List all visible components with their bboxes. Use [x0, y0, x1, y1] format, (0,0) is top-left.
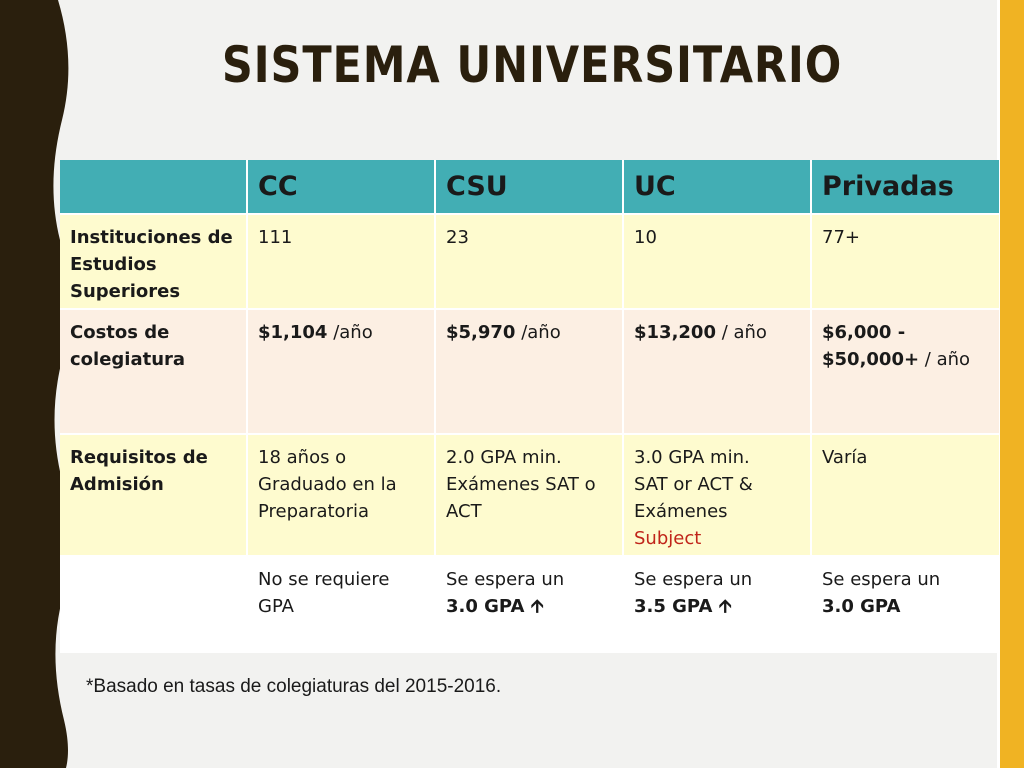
cell-cost: $5,970 /año — [435, 309, 624, 435]
cell-requirement: 3.0 GPA min. SAT or ACT & Exámenes Subject — [623, 434, 812, 557]
right-accent-band — [1000, 0, 1024, 768]
slide-title: SISTEMA UNIVERSITARIO — [221, 36, 843, 94]
cell-value: 77+ — [811, 214, 999, 310]
cell-cost: $1,104 /año — [247, 309, 436, 435]
cell-requirement: Varía — [811, 434, 999, 557]
up-arrow-icon: 🡩 — [718, 596, 732, 617]
requirement-line: 2.0 GPA min. — [446, 447, 562, 468]
header-uc: UC — [623, 160, 812, 215]
cell-gpa-expectation: No se requiere GPA — [247, 556, 436, 653]
requirement-text: Exámenes — [634, 501, 728, 522]
cell-gpa-expectation: Se espera un 3.5 GPA 🡩 — [623, 556, 812, 653]
cell-cost: $13,200 / año — [623, 309, 812, 435]
cost-amount: $5,970 — [446, 322, 516, 343]
gpa-value: 3.0 GPA — [822, 596, 901, 617]
cost-amount: $13,200 — [634, 322, 716, 343]
gpa-line: No se requiere GPA — [258, 569, 390, 617]
row-label-instituciones: Instituciones de Estudios Superiores — [60, 214, 248, 310]
header-cc: CC — [247, 160, 436, 215]
cell-cost: $6,000 - $50,000+ / año — [811, 309, 999, 435]
cost-unit: /año — [327, 322, 373, 343]
row-label-requisitos: Requisitos de Admisión — [60, 434, 248, 557]
table-row: Instituciones de Estudios Superiores 111… — [60, 214, 999, 310]
header-privadas: Privadas — [811, 160, 999, 215]
header-csu: CSU — [435, 160, 624, 215]
table-header-row: CC CSU UC Privadas — [60, 160, 999, 215]
requirement-line: Varía — [822, 447, 868, 468]
gpa-line: Se espera un — [822, 569, 941, 590]
up-arrow-icon: 🡩 — [530, 596, 544, 617]
gpa-line: Se espera un — [446, 569, 565, 590]
cost-amount: $1,104 — [258, 322, 328, 343]
footnote: *Basado en tasas de colegiaturas del 201… — [86, 676, 502, 697]
gpa-value-line: 3.0 GPA — [822, 593, 989, 620]
left-decorative-band — [0, 0, 71, 768]
table-row: Requisitos de Admisión 18 años o Graduad… — [60, 434, 999, 557]
requirement-line: Exámenes Subject — [634, 498, 800, 552]
requirement-line: Exámenes SAT o ACT — [446, 474, 596, 522]
gpa-line: Se espera un — [634, 569, 753, 590]
table-row: Costos de colegiatura $1,104 /año $5,970… — [60, 309, 999, 435]
cost-unit: / año — [919, 349, 971, 370]
subject-highlight: Subject — [634, 528, 702, 549]
gpa-value-line: 3.0 GPA 🡩 — [446, 593, 612, 620]
gpa-value-line: 3.5 GPA 🡩 — [634, 593, 800, 620]
table-row: No se requiere GPA Se espera un 3.0 GPA 🡩… — [60, 556, 999, 653]
requirement-line: 3.0 GPA min. — [634, 447, 750, 468]
row-label-costos: Costos de colegiatura — [60, 309, 248, 435]
row-label-empty — [60, 556, 248, 653]
cost-amount: $6,000 - $50,000+ — [822, 322, 920, 370]
requirement-line: SAT or ACT & — [634, 474, 753, 495]
gpa-value: 3.0 GPA — [446, 596, 525, 617]
cell-requirement: 2.0 GPA min. Exámenes SAT o ACT — [435, 434, 624, 557]
comparison-table: CC CSU UC Privadas Instituciones de Estu… — [60, 160, 999, 653]
cost-unit: / año — [715, 322, 767, 343]
cell-gpa-expectation: Se espera un 3.0 GPA 🡩 — [435, 556, 624, 653]
cost-unit: /año — [515, 322, 561, 343]
cell-value: 111 — [247, 214, 436, 310]
cell-value: 10 — [623, 214, 812, 310]
cell-value: 23 — [435, 214, 624, 310]
header-empty — [60, 160, 248, 215]
requirement-line: 18 años o Graduado en la Preparatoria — [258, 447, 397, 522]
gpa-value: 3.5 GPA — [634, 596, 713, 617]
cell-gpa-expectation: Se espera un 3.0 GPA — [811, 556, 999, 653]
cell-requirement: 18 años o Graduado en la Preparatoria — [247, 434, 436, 557]
